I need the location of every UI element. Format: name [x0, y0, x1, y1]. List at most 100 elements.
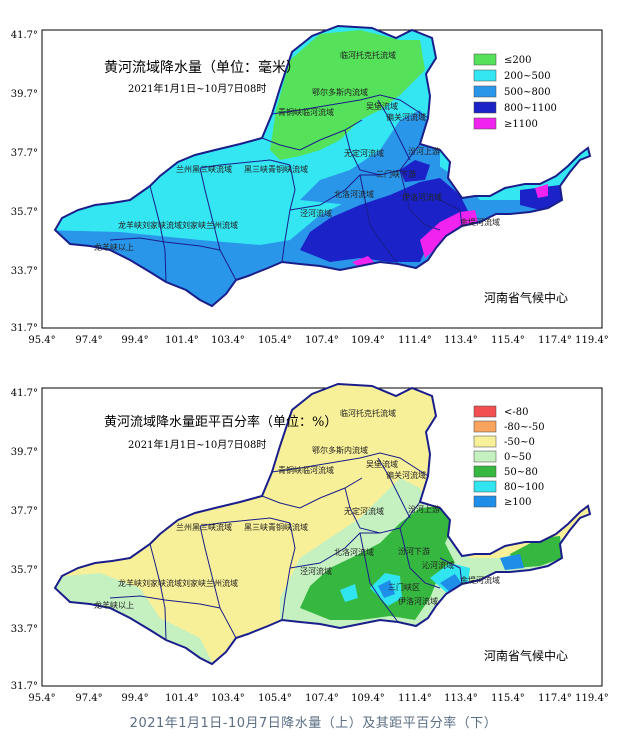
subbasin-boundaries [109, 452, 463, 641]
legend-swatch [473, 405, 497, 418]
map-date-range: 2021年1月1日~10月7日08时 [128, 82, 266, 95]
region-label: 刘家峡兰州流域 [182, 220, 238, 230]
region-label: 龙羊峡以上 [94, 600, 134, 610]
region-label: 吴堡流域 [366, 459, 398, 469]
y-tick-label: 41.7° [11, 388, 38, 399]
legend-swatch [473, 435, 497, 448]
y-tick-label: 35.7° [11, 207, 38, 218]
region-label: 龙羊峡刘家峡流域 [118, 578, 182, 588]
region-label: 汾河上游 [408, 504, 440, 514]
y-tick-label: 33.7° [11, 266, 38, 277]
map-title: 黄河流域降水量距平百分率（单位：%） [104, 414, 337, 430]
x-ticks: 95.4° 97.4° 99.4° 101.4° 103.4° 105.4° 1… [28, 335, 608, 346]
x-tick-label: 117.4° [538, 693, 572, 704]
source-label: 河南省气候中心 [484, 648, 568, 663]
region-label: 金堤河流域 [460, 217, 500, 227]
legend-label: 0~50 [504, 452, 531, 463]
x-tick-label: 99.4° [121, 335, 148, 346]
x-tick-label: 105.4° [258, 335, 292, 346]
y-tick-label: 39.7° [11, 447, 38, 458]
region-labels: 临河托克托流域 鄂尔多斯内流域 青铜峡临河流域 吴堡流域 偏关河流域 无定河流域… [94, 408, 500, 610]
legend-label: -50~0 [504, 437, 535, 448]
region-label: 黑三峡青铜峡流域 [244, 522, 308, 532]
y-tick-label: 39.7° [11, 89, 38, 100]
region-label: 北洛河流域 [334, 189, 374, 199]
legend: ≤200 200~500 500~800 800~1100 ≥1100 [473, 53, 557, 130]
region-label: 金堤河流域 [460, 575, 500, 585]
legend-label: 800~1100 [504, 103, 557, 114]
y-tick-label: 35.7° [11, 565, 38, 576]
legend-label: 50~80 [504, 467, 538, 478]
legend-swatch [473, 480, 497, 493]
legend-label: ≤200 [504, 55, 531, 66]
region-label: 泾河流域 [300, 208, 332, 218]
x-tick-label: 101.4° [165, 693, 199, 704]
region-label: 汾河上游 [408, 146, 440, 156]
legend-label: 80~100 [504, 482, 544, 493]
region-labels: 临河托克托流域 鄂尔多斯内流域 青铜峡临河流域 吴堡流域 偏关河流域 无定河流域… [94, 50, 500, 252]
region-label: 伊洛河流域 [398, 596, 438, 606]
legend-label: ≥100 [504, 497, 531, 508]
map-date-range: 2021年1月1日~10月7日08时 [128, 438, 266, 451]
subbasin-boundaries [109, 94, 463, 283]
x-tick-label: 119.4° [575, 335, 609, 346]
region-label: 泾河流域 [300, 566, 332, 576]
x-tick-label: 115.4° [491, 335, 525, 346]
legend-label: <-80 [504, 407, 528, 418]
region-label: 三门峡区 [388, 582, 420, 592]
legend-swatch [473, 420, 497, 433]
anomaly-percentage-map: 临河托克托流域 鄂尔多斯内流域 青铜峡临河流域 吴堡流域 偏关河流域 无定河流域… [11, 382, 609, 704]
x-tick-label: 97.4° [75, 335, 102, 346]
region-label: 鄂尔多斯内流域 [312, 445, 368, 455]
x-tick-label: 109.4° [351, 693, 385, 704]
x-tick-label: 97.4° [75, 693, 102, 704]
legend-label: 500~800 [504, 87, 551, 98]
x-tick-label: 111.4° [398, 335, 432, 346]
legend-swatch [473, 465, 497, 478]
x-tick-label: 103.4° [211, 693, 245, 704]
x-tick-label: 101.4° [165, 335, 199, 346]
region-label: 刘家峡兰州流域 [182, 578, 238, 588]
x-tick-label: 109.4° [351, 335, 385, 346]
x-tick-label: 119.4° [575, 693, 609, 704]
y-ticks: 41.7° 39.7° 37.7° 35.7° 33.7° 31.7° [11, 30, 38, 334]
x-tick-label: 99.4° [121, 693, 148, 704]
x-tick-label: 107.4° [305, 693, 339, 704]
x-tick-label: 103.4° [211, 335, 245, 346]
legend-swatch [473, 69, 497, 82]
legend-swatch [473, 495, 497, 508]
legend-swatch [473, 450, 497, 463]
y-tick-label: 31.7° [11, 323, 38, 334]
legend-label: ≥1100 [504, 119, 538, 130]
figure-caption: 2021年1月1日-10月7日降水量（上）及其距平百分率（下） [129, 716, 498, 731]
region-label: 临河托克托流域 [340, 50, 396, 60]
x-tick-label: 95.4° [28, 693, 55, 704]
x-tick-label: 107.4° [305, 335, 339, 346]
region-label: 无定河流域 [344, 148, 384, 158]
legend-label: -80~-50 [504, 422, 545, 433]
region-label: 黑三峡青铜峡流域 [244, 164, 308, 174]
region-label: 龙羊峡刘家峡流域 [118, 220, 182, 230]
x-tick-label: 113.4° [444, 335, 478, 346]
region-label: 北洛河流域 [334, 547, 374, 557]
x-tick-label: 105.4° [258, 693, 292, 704]
region-label: 三门峡下游 [376, 169, 416, 179]
region-label: 鄂尔多斯内流域 [312, 87, 368, 97]
x-tick-label: 113.4° [444, 693, 478, 704]
region-label: 青铜峡临河流域 [278, 107, 334, 117]
region-label: 兰州黑三峡流域 [176, 164, 232, 174]
y-tick-label: 37.7° [11, 506, 38, 517]
legend-swatch [473, 85, 497, 98]
legend: <-80 -80~-50 -50~0 0~50 50~80 80~100 ≥10… [473, 405, 545, 508]
legend-swatch [473, 101, 497, 114]
y-tick-label: 37.7° [11, 148, 38, 159]
basin-outline [53, 382, 592, 666]
region-label: 伊洛河流域 [402, 192, 442, 202]
x-ticks: 95.4° 97.4° 99.4° 101.4° 103.4° 105.4° 1… [28, 693, 608, 704]
basin-outline [53, 24, 592, 308]
x-tick-label: 111.4° [398, 693, 432, 704]
region-label: 青铜峡临河流域 [278, 465, 334, 475]
region-label: 汾河下游 [398, 546, 430, 556]
region-label: 无定河流域 [344, 506, 384, 516]
region-label: 龙羊峡以上 [94, 242, 134, 252]
